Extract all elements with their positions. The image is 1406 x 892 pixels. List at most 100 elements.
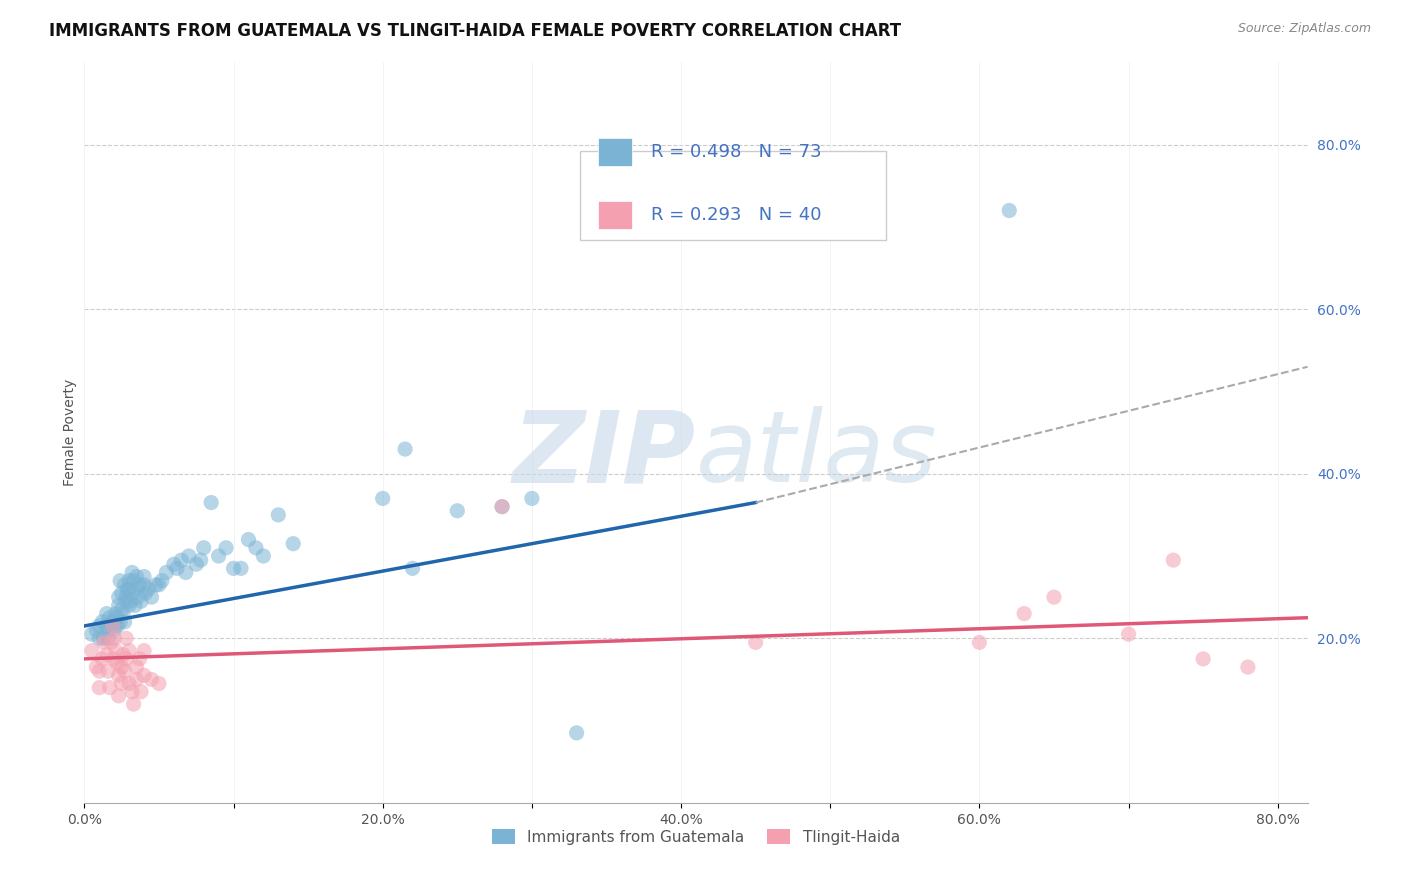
- Point: [207, 549, 229, 563]
- Text: ZIP: ZIP: [513, 407, 696, 503]
- Point: [100, 635, 122, 649]
- Point: [89, 681, 111, 695]
- Point: [105, 610, 128, 624]
- Point: [115, 632, 138, 646]
- Point: [394, 442, 416, 456]
- Point: [998, 203, 1021, 218]
- Point: [98, 681, 121, 695]
- Point: [401, 561, 423, 575]
- Point: [1163, 553, 1185, 567]
- Text: Source: ZipAtlas.com: Source: ZipAtlas.com: [1237, 22, 1371, 36]
- Point: [177, 549, 200, 563]
- Point: [148, 676, 170, 690]
- Point: [125, 673, 148, 687]
- Point: [100, 615, 122, 629]
- Point: [111, 602, 134, 616]
- Text: R = 0.498   N = 73: R = 0.498 N = 73: [651, 143, 821, 161]
- Point: [93, 632, 115, 646]
- Point: [97, 664, 120, 678]
- Point: [121, 566, 143, 580]
- Point: [491, 500, 513, 514]
- Point: [125, 569, 148, 583]
- Point: [107, 599, 129, 613]
- Point: [114, 578, 136, 592]
- Point: [114, 615, 136, 629]
- Point: [107, 590, 129, 604]
- Point: [132, 569, 155, 583]
- Point: [129, 594, 152, 608]
- Point: [84, 623, 107, 637]
- Point: [520, 491, 543, 506]
- Point: [267, 508, 290, 522]
- Point: [125, 582, 148, 596]
- Point: [96, 607, 118, 621]
- Point: [124, 599, 146, 613]
- Point: [135, 586, 157, 600]
- Point: [115, 594, 138, 608]
- FancyBboxPatch shape: [598, 138, 633, 166]
- Point: [283, 536, 305, 550]
- Point: [245, 541, 267, 555]
- FancyBboxPatch shape: [579, 152, 886, 240]
- Point: [98, 610, 121, 624]
- Point: [111, 660, 134, 674]
- Point: [114, 664, 136, 678]
- Point: [128, 652, 150, 666]
- Point: [163, 558, 186, 572]
- Point: [744, 635, 766, 649]
- Point: [80, 643, 103, 657]
- Point: [89, 619, 111, 633]
- Point: [222, 561, 245, 575]
- Point: [93, 635, 115, 649]
- Point: [107, 668, 129, 682]
- Point: [1043, 590, 1066, 604]
- Point: [132, 668, 155, 682]
- Point: [101, 619, 124, 633]
- Point: [170, 553, 193, 567]
- Point: [491, 500, 513, 514]
- FancyBboxPatch shape: [598, 201, 633, 229]
- Point: [141, 673, 163, 687]
- Point: [138, 582, 160, 596]
- Point: [1012, 607, 1035, 621]
- Point: [166, 561, 188, 575]
- Point: [112, 607, 135, 621]
- Point: [125, 660, 148, 674]
- Point: [155, 566, 177, 580]
- Point: [107, 689, 129, 703]
- Legend: Immigrants from Guatemala, Tlingit-Haida: Immigrants from Guatemala, Tlingit-Haida: [486, 822, 905, 851]
- Point: [91, 652, 114, 666]
- Y-axis label: Female Poverty: Female Poverty: [63, 379, 77, 486]
- Point: [190, 553, 212, 567]
- Point: [80, 627, 103, 641]
- Point: [132, 578, 155, 592]
- Point: [117, 582, 139, 596]
- Point: [120, 594, 142, 608]
- Point: [1192, 652, 1215, 666]
- Point: [115, 590, 138, 604]
- Point: [371, 491, 394, 506]
- Point: [96, 619, 118, 633]
- Point: [89, 664, 111, 678]
- Point: [115, 652, 138, 666]
- Point: [105, 619, 128, 633]
- Point: [84, 660, 107, 674]
- Point: [97, 632, 120, 646]
- Point: [174, 566, 197, 580]
- Point: [215, 541, 238, 555]
- Point: [121, 685, 143, 699]
- Point: [100, 619, 122, 633]
- Point: [103, 652, 125, 666]
- Point: [1118, 627, 1140, 641]
- Point: [105, 656, 128, 670]
- Point: [238, 533, 260, 547]
- Point: [193, 541, 215, 555]
- Point: [118, 676, 141, 690]
- Point: [132, 643, 155, 657]
- Point: [118, 643, 141, 657]
- Point: [122, 574, 145, 588]
- Point: [1237, 660, 1260, 674]
- Point: [96, 648, 118, 662]
- Point: [111, 586, 134, 600]
- Point: [89, 632, 111, 646]
